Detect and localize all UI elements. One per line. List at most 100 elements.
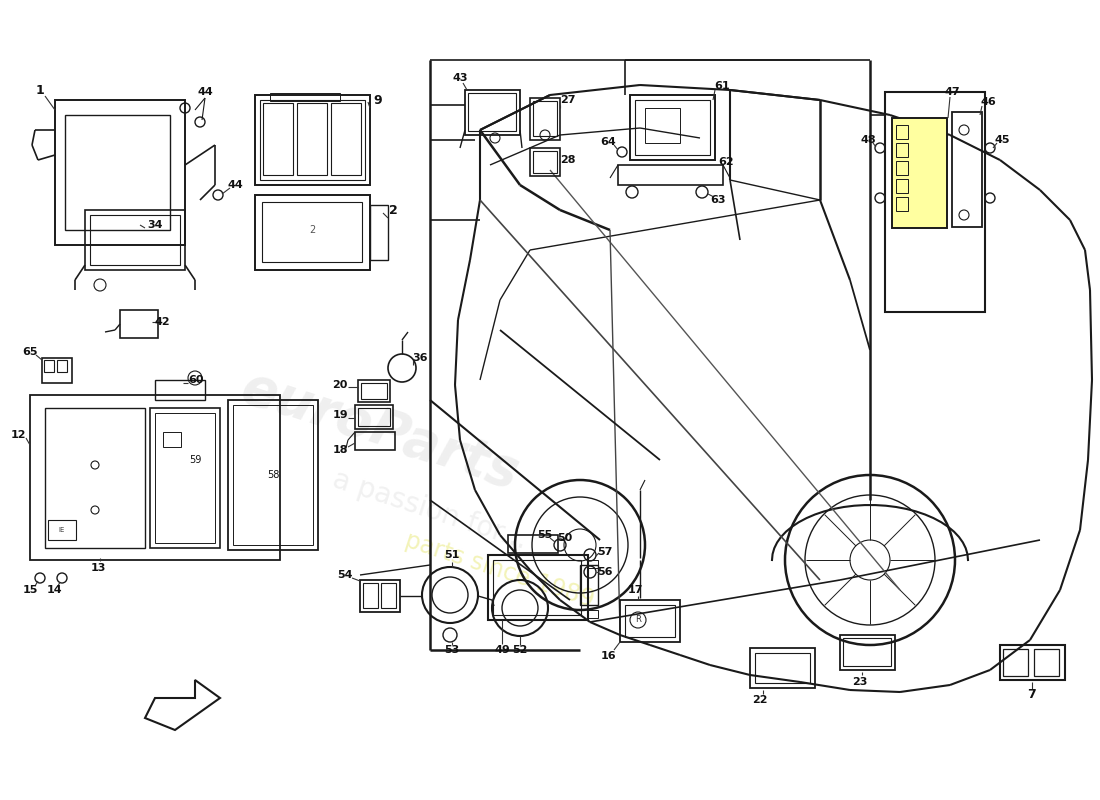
Text: parts since 1989: parts since 1989 — [403, 528, 597, 612]
Text: 34: 34 — [147, 220, 163, 230]
Text: 9: 9 — [374, 94, 383, 106]
Bar — [48, 520, 76, 540]
Polygon shape — [145, 680, 220, 730]
Bar — [1003, 649, 1028, 676]
Bar — [493, 560, 581, 615]
Bar — [90, 215, 180, 265]
Bar — [530, 148, 560, 176]
Bar — [155, 380, 205, 400]
Bar — [896, 161, 907, 175]
Text: 43: 43 — [452, 73, 468, 83]
Text: 27: 27 — [560, 95, 575, 105]
Bar — [263, 103, 293, 175]
Bar — [1000, 645, 1065, 680]
Bar — [363, 583, 378, 608]
Text: 14: 14 — [47, 585, 63, 595]
Bar — [630, 95, 715, 160]
Bar — [468, 93, 516, 131]
Bar — [85, 210, 185, 270]
Bar — [65, 115, 170, 230]
Bar — [355, 432, 395, 450]
Bar — [120, 310, 158, 338]
Text: 58: 58 — [267, 470, 279, 480]
Bar — [534, 101, 557, 136]
Bar — [534, 151, 557, 173]
Text: 28: 28 — [560, 155, 575, 165]
Text: 63: 63 — [711, 195, 726, 205]
Text: 44: 44 — [197, 87, 213, 97]
Text: 59: 59 — [189, 455, 201, 465]
Text: 65: 65 — [22, 347, 37, 357]
Text: 57: 57 — [597, 547, 613, 557]
Bar — [360, 580, 400, 612]
Bar — [840, 635, 895, 670]
Bar — [488, 555, 588, 620]
Text: 55: 55 — [538, 530, 552, 540]
Text: 50: 50 — [558, 533, 573, 543]
Bar — [57, 360, 67, 372]
Text: 19: 19 — [332, 410, 348, 420]
Text: 45: 45 — [994, 135, 1010, 145]
Text: 1: 1 — [35, 83, 44, 97]
Bar — [150, 408, 220, 548]
Bar — [270, 93, 340, 101]
Text: 64: 64 — [601, 137, 616, 147]
Text: 20: 20 — [332, 380, 348, 390]
Bar — [155, 413, 214, 543]
Bar — [260, 100, 365, 180]
Bar — [228, 400, 318, 550]
Bar — [358, 408, 390, 426]
Text: 48: 48 — [860, 135, 876, 145]
Text: 44: 44 — [227, 180, 243, 190]
Bar — [297, 103, 327, 175]
Bar — [580, 565, 598, 605]
Bar — [358, 380, 390, 402]
Text: 15: 15 — [22, 585, 37, 595]
Bar — [381, 583, 396, 608]
Bar — [620, 600, 680, 642]
Text: 22: 22 — [752, 695, 768, 705]
Bar — [530, 98, 560, 140]
Text: 52: 52 — [513, 645, 528, 655]
Text: 18: 18 — [332, 445, 348, 455]
Bar — [233, 405, 314, 545]
Text: 7: 7 — [1027, 689, 1036, 702]
Text: 16: 16 — [601, 651, 616, 661]
Bar — [588, 610, 598, 618]
Bar — [886, 92, 984, 312]
Text: 53: 53 — [444, 645, 460, 655]
Bar — [255, 195, 370, 270]
Bar — [370, 205, 388, 260]
Text: 46: 46 — [980, 97, 996, 107]
Text: 2: 2 — [388, 203, 397, 217]
Bar — [843, 638, 891, 666]
Bar — [635, 100, 710, 155]
Bar — [1034, 649, 1059, 676]
Bar — [331, 103, 361, 175]
Text: R: R — [635, 615, 641, 625]
Bar — [262, 202, 362, 262]
Bar — [355, 405, 393, 429]
Bar — [30, 395, 280, 560]
Text: 60: 60 — [188, 375, 204, 385]
Bar — [625, 605, 675, 637]
Text: 54: 54 — [338, 570, 353, 580]
Bar — [55, 100, 185, 245]
Bar — [952, 112, 982, 227]
Bar — [361, 383, 387, 399]
Text: 12: 12 — [10, 430, 25, 440]
Text: 61: 61 — [714, 81, 729, 91]
Bar — [255, 95, 370, 185]
Bar — [618, 165, 723, 185]
Text: 62: 62 — [718, 157, 734, 167]
Bar — [892, 118, 947, 228]
Text: 23: 23 — [852, 677, 868, 687]
Bar — [896, 125, 907, 139]
Text: 51: 51 — [444, 550, 460, 560]
Bar — [896, 143, 907, 157]
Text: 42: 42 — [154, 317, 169, 327]
Text: a passion for...: a passion for... — [329, 466, 531, 554]
Bar — [896, 197, 907, 211]
Bar — [755, 653, 810, 683]
Text: 47: 47 — [944, 87, 960, 97]
